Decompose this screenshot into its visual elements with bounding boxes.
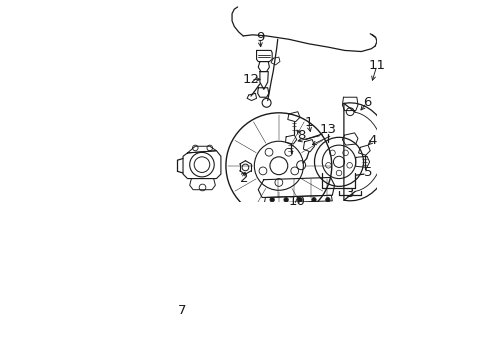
Circle shape — [269, 198, 274, 202]
Circle shape — [297, 198, 302, 202]
Text: 6: 6 — [362, 96, 370, 109]
Text: 2: 2 — [240, 172, 248, 185]
Text: 4: 4 — [367, 134, 376, 147]
Text: 10: 10 — [288, 195, 305, 208]
Text: 12: 12 — [242, 73, 259, 86]
Text: 7: 7 — [177, 304, 186, 317]
Text: 8: 8 — [296, 129, 305, 141]
Text: 3: 3 — [345, 187, 354, 200]
Circle shape — [311, 198, 316, 202]
Text: 13: 13 — [319, 123, 336, 136]
Text: 11: 11 — [367, 59, 385, 72]
Text: 5: 5 — [363, 166, 371, 180]
Text: 1: 1 — [304, 116, 312, 129]
Circle shape — [284, 198, 288, 202]
Text: 9: 9 — [255, 31, 264, 44]
Circle shape — [325, 198, 329, 202]
